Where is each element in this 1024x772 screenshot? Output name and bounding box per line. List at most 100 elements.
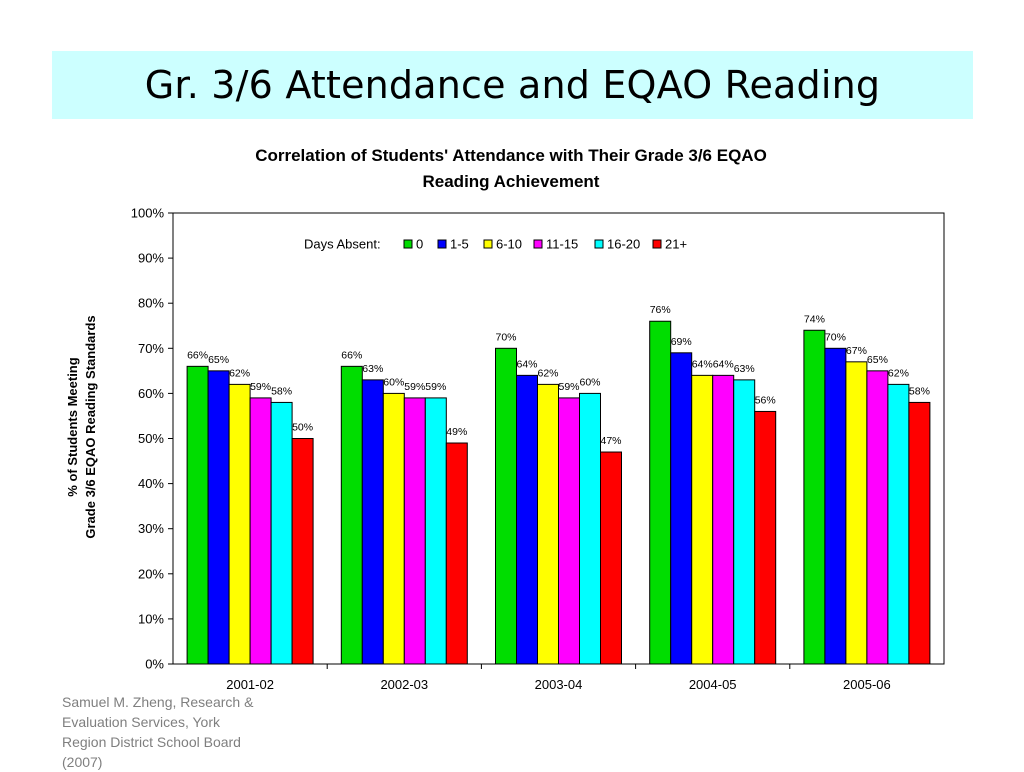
- y-axis-label-line: Grade 3/6 EQAO Reading Standards: [83, 315, 98, 538]
- data-label: 76%: [650, 304, 671, 316]
- data-label: 70%: [495, 331, 516, 343]
- bar: [228, 383, 251, 665]
- bar: [824, 347, 847, 665]
- bar: [361, 379, 384, 665]
- bar: [908, 401, 931, 665]
- data-label: 60%: [383, 376, 404, 388]
- bar: [579, 392, 601, 665]
- legend-swatch: [483, 239, 493, 249]
- legend-swatch: [403, 239, 413, 249]
- bar: [887, 383, 910, 665]
- data-label: 59%: [558, 381, 579, 393]
- bar: [495, 347, 517, 665]
- chart: Correlation of Students' Attendance with…: [65, 146, 945, 690]
- data-label: 69%: [671, 336, 692, 348]
- bar: [291, 438, 314, 665]
- data-label: 63%: [362, 363, 383, 375]
- data-label: 56%: [755, 394, 776, 406]
- legend-swatch: [437, 239, 447, 249]
- y-tick-label: 60%: [138, 386, 164, 401]
- footer-line: Evaluation Services, York: [62, 714, 220, 730]
- y-tick-label: 100%: [131, 206, 165, 221]
- legend-title: Days Absent:: [304, 237, 381, 252]
- y-tick-label: 40%: [138, 476, 164, 491]
- bar: [382, 392, 405, 665]
- y-tick-label: 90%: [138, 251, 164, 266]
- footer-credit: Samuel M. Zheng, Research & Evaluation S…: [62, 692, 292, 772]
- bar: [516, 374, 538, 665]
- bar: [733, 379, 756, 665]
- bar: [340, 365, 363, 665]
- legend-label: 16-20: [607, 237, 640, 252]
- legend-swatch: [594, 239, 604, 249]
- footer-line: Region District School Board: [62, 734, 241, 750]
- legend-swatch: [533, 239, 543, 249]
- data-label: 67%: [846, 345, 867, 357]
- x-tick-label: 2005-06: [843, 677, 891, 690]
- x-tick-label: 2004-05: [689, 677, 737, 690]
- y-tick-label: 10%: [138, 611, 164, 626]
- bar: [558, 397, 580, 665]
- bar: [403, 397, 426, 665]
- y-tick-label: 30%: [138, 521, 164, 536]
- y-tick-label: 70%: [138, 341, 164, 356]
- y-tick-label: 0%: [145, 657, 164, 672]
- data-label: 64%: [713, 358, 734, 370]
- chart-title-line: Correlation of Students' Attendance with…: [255, 146, 767, 165]
- bar: [712, 374, 735, 665]
- y-tick-label: 50%: [138, 431, 164, 446]
- data-label: 63%: [734, 363, 755, 375]
- data-label: 47%: [600, 435, 621, 447]
- data-label: 65%: [867, 354, 888, 366]
- bar: [845, 361, 868, 665]
- data-label: 64%: [516, 358, 537, 370]
- bar: [649, 320, 672, 665]
- data-label: 66%: [187, 349, 208, 361]
- data-label: 65%: [208, 354, 229, 366]
- y-tick-label: 80%: [138, 296, 164, 311]
- bar: [600, 451, 622, 665]
- bar: [537, 383, 559, 665]
- data-label: 74%: [804, 313, 825, 325]
- data-label: 58%: [271, 385, 292, 397]
- title-band: Gr. 3/6 Attendance and EQAO Reading: [52, 51, 973, 119]
- data-label: 70%: [825, 331, 846, 343]
- x-tick-label: 2003-04: [535, 677, 583, 690]
- legend-label: 6-10: [496, 237, 522, 252]
- footer-line: Samuel M. Zheng, Research &: [62, 694, 254, 710]
- y-axis-label-line: % of Students Meeting: [65, 357, 80, 496]
- y-tick-label: 20%: [138, 566, 164, 581]
- bar: [866, 370, 889, 665]
- data-label: 66%: [341, 349, 362, 361]
- legend-label: 1-5: [450, 237, 469, 252]
- bar: [270, 401, 293, 665]
- data-label: 58%: [909, 385, 930, 397]
- data-label: 60%: [579, 376, 600, 388]
- data-label: 59%: [404, 381, 425, 393]
- data-label: 64%: [692, 358, 713, 370]
- slide-title: Gr. 3/6 Attendance and EQAO Reading: [144, 63, 881, 107]
- footer-line: (2007): [62, 754, 103, 770]
- bar: [249, 397, 272, 665]
- data-label: 50%: [292, 422, 313, 434]
- chart-title-line: Reading Achievement: [423, 172, 600, 191]
- data-label: 59%: [250, 381, 271, 393]
- legend-label: 0: [416, 237, 423, 252]
- data-label: 62%: [229, 367, 250, 379]
- bar: [445, 442, 468, 665]
- bar: [424, 397, 447, 665]
- bar: [207, 370, 230, 665]
- x-tick-label: 2002-03: [380, 677, 428, 690]
- legend-label: 11-15: [546, 237, 578, 252]
- bar: [691, 374, 714, 665]
- bar: [754, 410, 777, 665]
- data-label: 62%: [888, 367, 909, 379]
- legend-swatch: [652, 239, 662, 249]
- data-label: 59%: [425, 381, 446, 393]
- data-label: 49%: [446, 426, 467, 438]
- bar: [803, 329, 826, 665]
- x-tick-label: 2001-02: [226, 677, 274, 690]
- bar: [186, 365, 209, 665]
- data-label: 62%: [537, 367, 558, 379]
- legend-label: 21+: [665, 237, 687, 252]
